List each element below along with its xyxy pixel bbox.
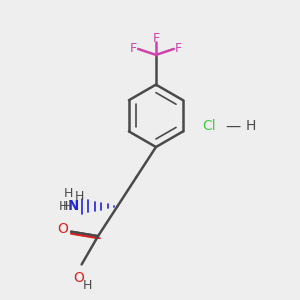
Text: H: H — [59, 200, 68, 213]
Text: F: F — [130, 42, 137, 55]
Text: —: — — [226, 119, 241, 134]
Text: F: F — [175, 42, 182, 55]
Text: N: N — [68, 200, 78, 214]
Text: H: H — [246, 119, 256, 133]
Text: O: O — [73, 271, 84, 285]
Text: H: H — [63, 200, 72, 213]
Text: O: O — [58, 222, 68, 236]
Text: F: F — [152, 32, 160, 45]
Text: N: N — [68, 200, 79, 214]
Text: H: H — [64, 187, 73, 200]
Text: H: H — [83, 279, 92, 292]
Text: Cl: Cl — [202, 119, 216, 133]
Text: H: H — [75, 190, 84, 202]
